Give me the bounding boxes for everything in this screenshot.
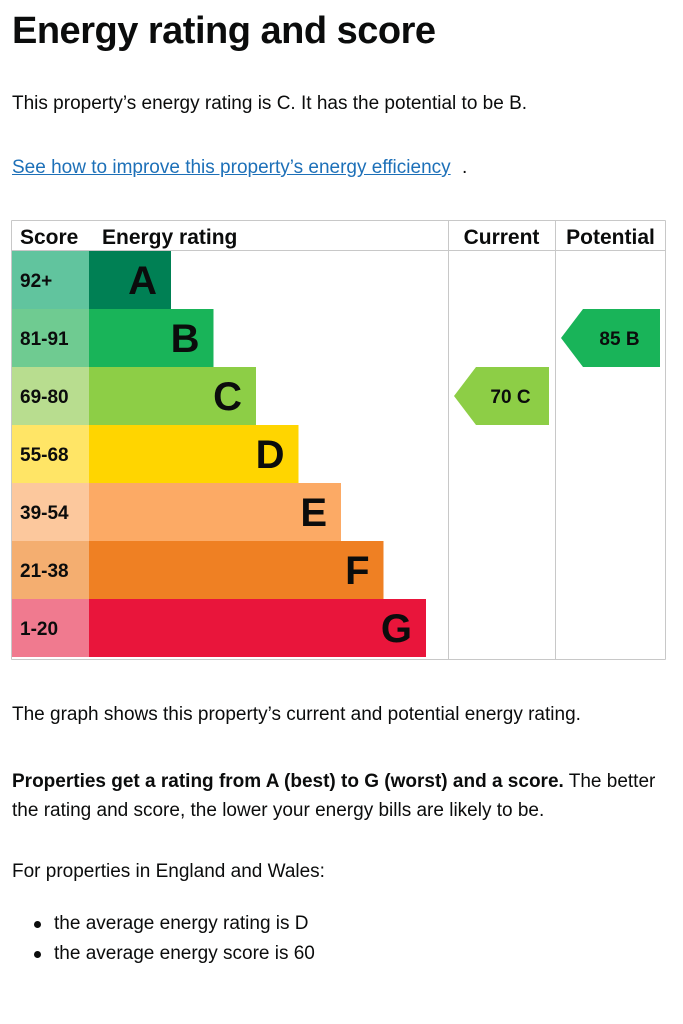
rating-bar-b <box>89 309 214 367</box>
header-energy-rating: Energy rating <box>102 226 237 249</box>
rating-letter-a: A <box>128 259 157 303</box>
rating-bar-c <box>89 367 256 425</box>
average-list: the average energy rating is D the avera… <box>12 913 315 973</box>
rating-letter-e: E <box>300 491 327 535</box>
link-period: . <box>462 157 468 178</box>
current-rating-label: 70 C <box>490 387 530 408</box>
rating-bar-e <box>89 483 341 541</box>
score-label-e: 39-54 <box>20 503 69 524</box>
rating-summary: This property’s energy rating is C. It h… <box>12 93 528 114</box>
rating-bar-f <box>89 541 384 599</box>
improve-efficiency-link[interactable]: See how to improve this property’s energ… <box>12 157 451 178</box>
list-item: the average energy score is 60 <box>12 943 315 973</box>
score-label-a: 92+ <box>20 271 52 292</box>
score-cell-a <box>12 251 89 309</box>
rating-explanation: Properties get a rating from A (best) to… <box>12 767 672 825</box>
rating-explanation-rest: The better the rating and score, the low… <box>12 771 656 821</box>
region-intro: For properties in England and Wales: <box>12 861 325 882</box>
score-label-d: 55-68 <box>20 445 69 466</box>
rating-letter-f: F <box>345 549 369 593</box>
rating-bar-g <box>89 599 426 657</box>
bullet-icon <box>34 921 41 928</box>
header-score: Score <box>20 226 78 249</box>
rating-letter-b: B <box>171 317 200 361</box>
score-label-f: 21-38 <box>20 561 69 582</box>
rating-explanation-bold: Properties get a rating from A (best) to… <box>12 771 564 792</box>
score-label-c: 69-80 <box>20 387 69 408</box>
list-item: the average energy rating is D <box>12 913 315 943</box>
graph-note: The graph shows this property’s current … <box>12 704 581 725</box>
score-cell-f <box>12 541 89 599</box>
rating-letter-c: C <box>213 375 242 419</box>
score-cell-g <box>12 599 89 657</box>
rating-bar-d <box>89 425 299 483</box>
score-cell-d <box>12 425 89 483</box>
rating-letter-g: G <box>381 607 412 651</box>
energy-rating-graph: Score Energy rating Current Potential 92+ A 81… <box>11 220 666 660</box>
potential-rating-label: 85 B <box>599 329 639 350</box>
score-label-b: 81-91 <box>20 329 69 350</box>
bullet-icon <box>34 951 41 958</box>
score-label-g: 1-20 <box>20 619 58 640</box>
score-cell-e <box>12 483 89 541</box>
score-cell-c <box>12 367 89 425</box>
current-rating-marker <box>454 367 549 425</box>
rating-bar-a <box>89 251 171 309</box>
header-current: Current <box>464 226 540 249</box>
page-title: Energy rating and score <box>12 10 436 52</box>
potential-rating-marker <box>561 309 660 367</box>
rating-letter-d: D <box>256 433 285 477</box>
score-cell-b <box>12 309 89 367</box>
energy-rating-chart: Score Energy rating Current Potential 92+ A 81… <box>11 220 666 660</box>
header-potential: Potential <box>566 226 655 249</box>
